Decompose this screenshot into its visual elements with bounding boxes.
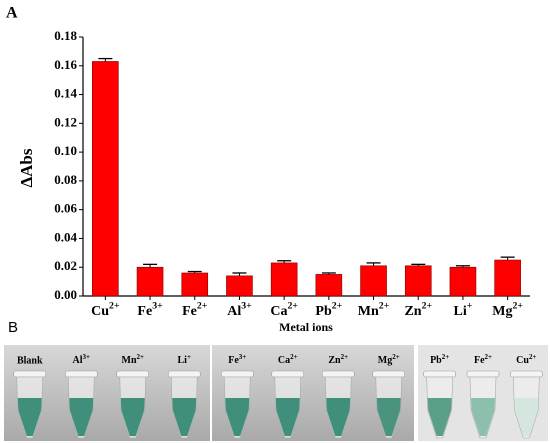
y-tick-label: 0.04 <box>54 229 77 244</box>
y-tick-label: 0.08 <box>54 172 77 187</box>
y-tick-label: 0.16 <box>54 57 77 72</box>
tube-liquid <box>471 398 495 436</box>
tube-liquid <box>69 398 94 436</box>
panel-label: A <box>6 5 18 22</box>
error-bar <box>187 270 202 273</box>
tube-liquid <box>514 398 539 436</box>
bar <box>226 275 253 297</box>
bar <box>92 61 119 297</box>
tube-label: Fe2+ <box>474 353 492 367</box>
error-bar <box>455 265 470 268</box>
tube-liquid <box>326 398 351 436</box>
tube-liquid <box>17 398 42 436</box>
tube-label: Ca2+ <box>278 353 298 367</box>
tube-liquid <box>120 398 145 436</box>
y-tick-label: 0.12 <box>54 114 77 129</box>
tube-label: Blank <box>17 355 43 366</box>
tube-cap <box>372 370 406 378</box>
y-axis-label: ΔAbs <box>17 148 36 187</box>
tube-label: Pb2+ <box>430 353 449 367</box>
error-bar <box>321 272 336 275</box>
y-tick-label: 0.18 <box>54 28 77 43</box>
tube-cap <box>466 370 500 378</box>
y-tick-label: 0.00 <box>54 287 77 302</box>
tube-liquid <box>275 398 300 436</box>
tube-label: Mn2+ <box>122 353 145 367</box>
x-tick-label: Cu2+ <box>91 301 120 320</box>
tube-cap <box>423 370 456 378</box>
x-tick-label: Zn2+ <box>404 301 432 320</box>
y-tick-label: 0.02 <box>54 258 77 273</box>
tube-label: Li+ <box>178 353 191 367</box>
error-bar <box>500 256 515 261</box>
x-tick-label: Ca2+ <box>270 301 298 320</box>
tube-liquid <box>427 398 452 436</box>
tube-label: Fe3+ <box>228 353 246 367</box>
tube-label: Mg2+ <box>378 353 400 367</box>
y-tick-label: 0.06 <box>54 201 77 216</box>
error-bar <box>143 263 158 268</box>
x-tick-label: Mg2+ <box>492 301 523 320</box>
bar <box>360 265 387 297</box>
tube-label: Cu2+ <box>516 353 536 367</box>
x-tick-label: Pb2+ <box>315 301 342 320</box>
x-tick-label: Fe2+ <box>182 301 208 320</box>
tube-liquid <box>376 398 401 436</box>
x-tick-label: Li+ <box>454 301 473 320</box>
bar <box>494 259 521 297</box>
error-bar <box>98 57 113 62</box>
tube-cap <box>510 370 543 378</box>
error-bar <box>232 272 247 276</box>
bar <box>404 265 432 297</box>
tube-cap <box>271 370 305 378</box>
bar <box>136 266 164 297</box>
x-tick-label: Mn2+ <box>358 301 390 320</box>
tube-cap <box>64 370 98 378</box>
tube-cap <box>116 370 150 378</box>
error-bar <box>366 262 381 266</box>
bar <box>181 272 209 297</box>
y-tick-label: 0.14 <box>54 86 77 101</box>
tube-cap <box>13 370 47 378</box>
bar <box>449 266 477 297</box>
tube-label: Zn2+ <box>328 353 348 367</box>
bar <box>270 262 298 297</box>
y-tick-label: 0.10 <box>54 143 77 158</box>
bar <box>315 274 343 297</box>
x-tick-label: Al3+ <box>227 301 252 320</box>
tube-label: Al3+ <box>73 353 91 367</box>
tube-liquid <box>225 398 250 436</box>
x-tick-label: Fe3+ <box>137 301 163 320</box>
panel-label: B <box>8 319 18 336</box>
tube-cap <box>167 370 201 378</box>
tube-cap <box>220 370 254 378</box>
x-axis-label: Metal ions <box>279 320 333 334</box>
tube-cap <box>321 370 355 378</box>
error-bar <box>277 260 292 263</box>
error-bar <box>411 263 426 266</box>
tube-liquid <box>172 398 197 436</box>
